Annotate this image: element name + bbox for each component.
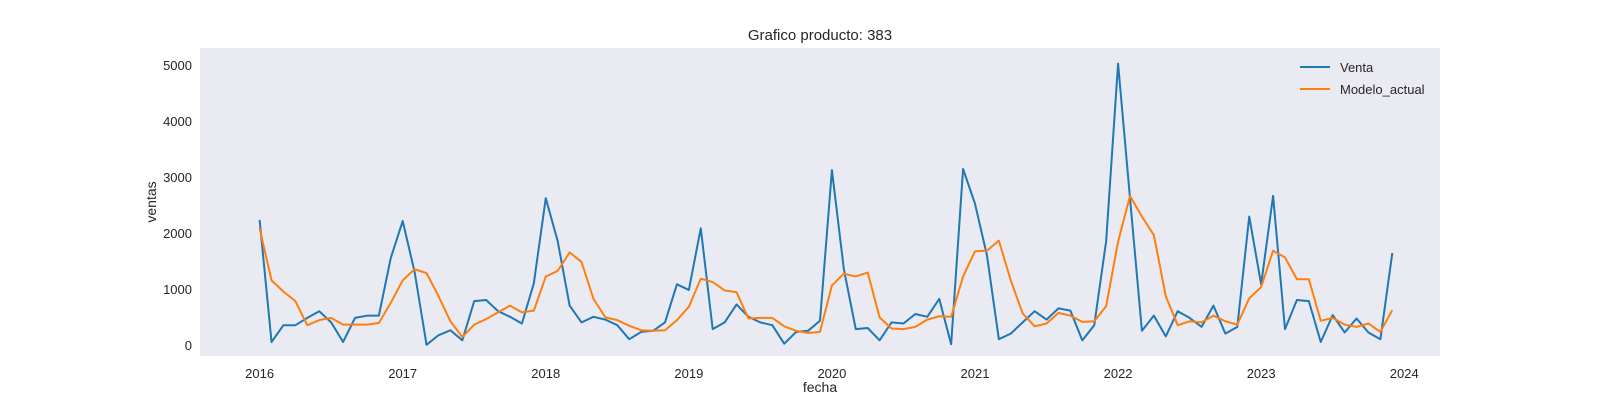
legend: Venta Modelo_actual: [1300, 60, 1425, 97]
x-axis-label: fecha: [803, 379, 837, 395]
x-tick-labels: 2016 2017 2018 2019 2020 2021 2022 2023 2024: [245, 366, 1419, 381]
y-tick-label: 4000: [163, 114, 192, 129]
y-tick-labels: 0 1000 2000 3000 4000 5000: [163, 58, 192, 353]
x-tick-label: 2024: [1390, 366, 1419, 381]
x-tick-label: 2021: [961, 366, 990, 381]
chart-title: Grafico producto: 383: [748, 27, 892, 44]
x-tick-label: 2023: [1247, 366, 1276, 381]
series-layer: [258, 62, 1394, 346]
y-tick-label: 3000: [163, 170, 192, 185]
legend-label-modelo-actual: Modelo_actual: [1340, 82, 1425, 97]
y-tick-label: 5000: [163, 58, 192, 73]
series-line-venta: [258, 62, 1394, 346]
x-tick-label: 2016: [245, 366, 274, 381]
y-tick-label: 1000: [163, 282, 192, 297]
series-line-modelo-actual: [258, 194, 1394, 338]
x-tick-label: 2022: [1104, 366, 1133, 381]
y-axis-label: ventas: [143, 181, 159, 222]
legend-label-venta: Venta: [1340, 60, 1374, 75]
y-tick-label: 0: [185, 338, 192, 353]
plot-background: [200, 48, 1440, 356]
y-tick-label: 2000: [163, 226, 192, 241]
x-tick-label: 2018: [531, 366, 560, 381]
x-tick-label: 2017: [388, 366, 417, 381]
x-tick-label: 2019: [674, 366, 703, 381]
x-tick-label: 2020: [817, 366, 846, 381]
